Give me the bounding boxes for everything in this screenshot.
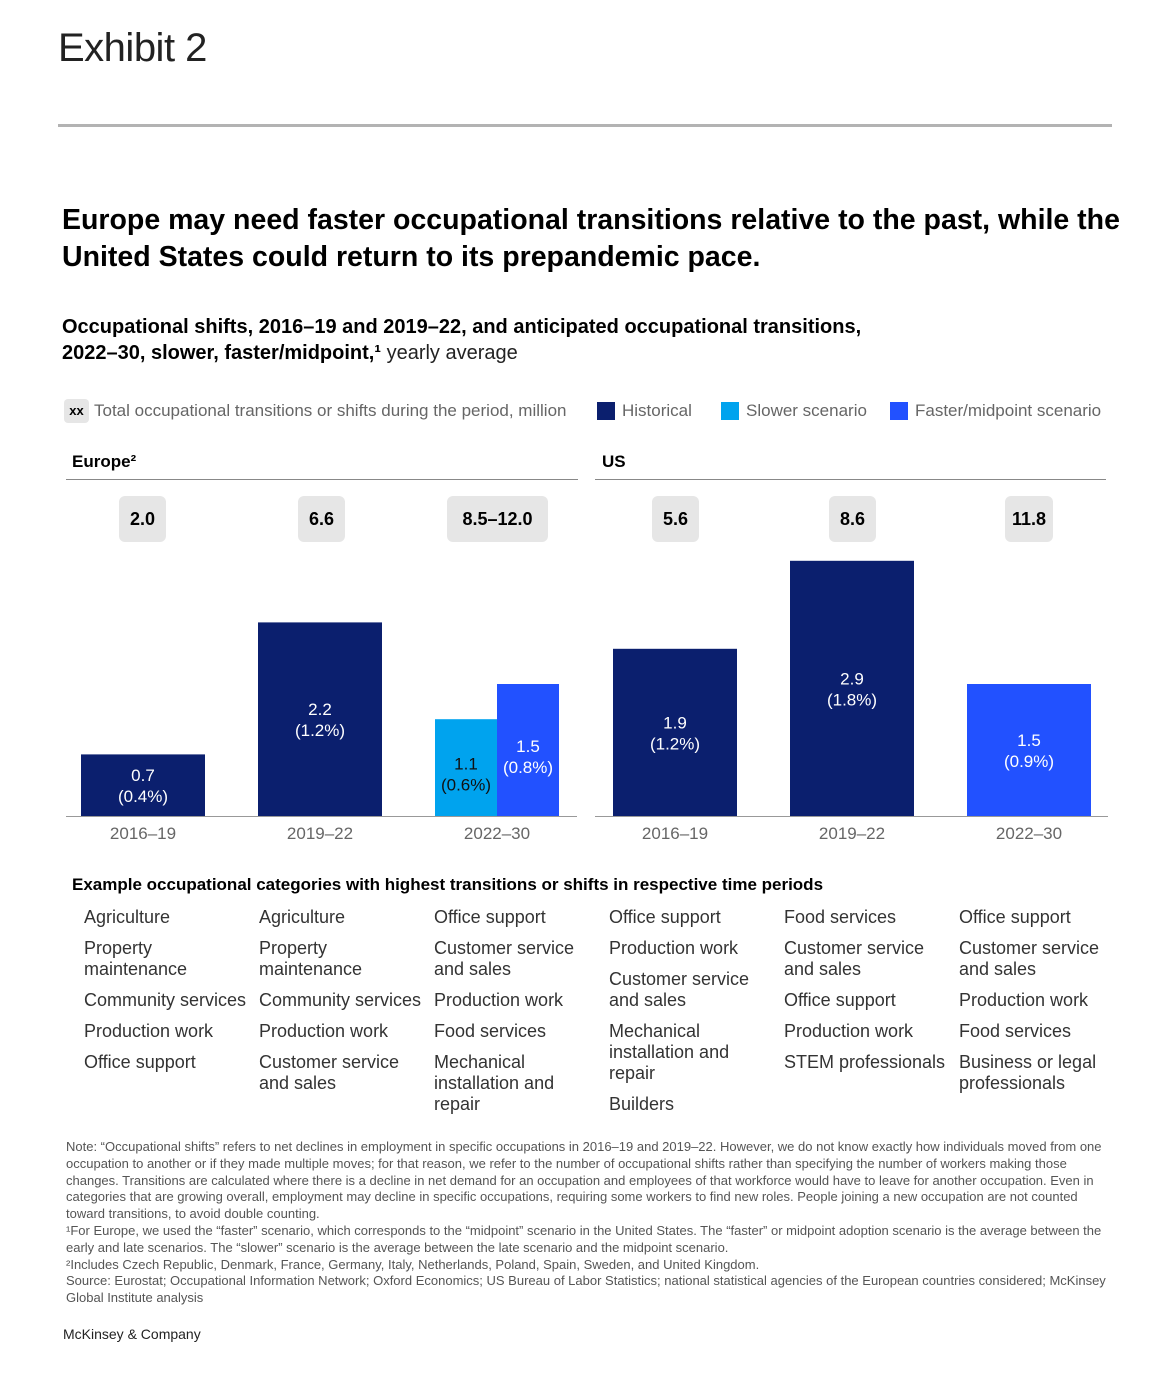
brand-name: McKinsey & Company — [63, 1326, 201, 1342]
category-item: Office support — [84, 1052, 196, 1072]
category-column-3: Office support Customer service and sales… — [434, 907, 604, 1125]
category-item: Property maintenance — [259, 938, 363, 979]
category-item: Production work — [959, 990, 1089, 1010]
category-item: Office support — [959, 907, 1071, 927]
category-item: Customer service and sales — [434, 938, 575, 979]
note-footnote-1: ¹For Europe, we used the “faster” scenar… — [66, 1222, 1102, 1255]
legend-faster-label: Faster/midpoint scenario — [915, 401, 1102, 420]
chart-subtitle: Occupational shifts, 2016–19 and 2019–22… — [62, 314, 862, 366]
category-item: Food services — [959, 1021, 1072, 1041]
headline: Europe may need faster occupational tran… — [62, 204, 1120, 273]
category-item: Production work — [609, 938, 739, 958]
legend-historical-label: Historical — [622, 401, 692, 420]
category-item: Business or legal professionals — [959, 1052, 1097, 1093]
category-column-4: Office support Production work Customer se… — [609, 907, 779, 1125]
note-footnote-2: ²Includes Czech Republic, Denmark, Franc… — [66, 1256, 760, 1272]
category-item: Customer service and sales — [959, 938, 1100, 979]
category-item: Mechanical installation and repair — [434, 1052, 555, 1114]
total-badge-europe-2022-30: 8.5–12.0 — [447, 496, 548, 542]
bar-share-us-2: (0.9%) — [1004, 752, 1054, 771]
legend-historical-swatch — [597, 402, 615, 420]
category-item: Mechanical installation and repair — [609, 1021, 730, 1083]
category-item: Agriculture — [259, 907, 346, 927]
category-item: Customer service and sales — [609, 969, 750, 1010]
legend-total-label: Total occupational transitions or shifts… — [94, 401, 567, 420]
footnotes: Note: “Occupational shifts” refers to ne… — [66, 1139, 1106, 1307]
subtitle-bold: Occupational shifts, 2016–19 and 2019–22… — [62, 316, 862, 364]
bar-share-us-1: (1.8%) — [827, 690, 877, 709]
exhibit-label: Exhibit 2 — [58, 26, 207, 70]
note-main: Note: “Occupational shifts” refers to ne… — [66, 1139, 1102, 1222]
categories-heading: Example occupational categories with hig… — [72, 875, 824, 894]
category-item: Food services — [434, 1021, 547, 1041]
legend-total-box: xx — [64, 399, 89, 423]
bar-share-europe-3: (0.8%) — [503, 758, 553, 777]
bar-value-europe-2: 1.1 — [454, 755, 478, 774]
legend-faster: Faster/midpoint scenario — [890, 399, 1101, 423]
category-column-6: Office support Customer service and sales… — [959, 907, 1129, 1104]
category-item: Customer service and sales — [259, 1052, 400, 1093]
bar-share-europe-0: (0.4%) — [118, 787, 168, 806]
tick-label-us-0: 2016–19 — [642, 824, 708, 843]
category-item: STEM professionals — [784, 1052, 946, 1072]
tick-label-europe-2: 2022–30 — [464, 824, 530, 843]
tick-label-europe-1: 2019–22 — [287, 824, 353, 843]
subtitle-light: yearly average — [381, 342, 518, 364]
legend-total: xx Total occupational transitions or shi… — [64, 399, 566, 423]
category-column-2: Agriculture Property maintenance Community… — [259, 907, 429, 1104]
category-item: Agriculture — [84, 907, 171, 927]
category-item: Property maintenance — [84, 938, 188, 979]
total-badge-us-2016-19: 5.6 — [652, 496, 699, 542]
category-item: Office support — [434, 907, 546, 927]
bar-value-europe-3: 1.5 — [516, 737, 540, 756]
bar-share-europe-2: (0.6%) — [441, 776, 491, 795]
bar-value-europe-1: 2.2 — [308, 700, 332, 719]
category-item: Production work — [434, 990, 564, 1010]
bar-us-2 — [967, 684, 1091, 816]
category-item: Community services — [259, 990, 422, 1010]
bar-value-us-1: 2.9 — [840, 669, 864, 688]
panel-title-us: US — [602, 452, 626, 471]
bar-europe-0 — [81, 754, 205, 816]
panel-rule-us — [595, 479, 1106, 480]
legend-slower-label: Slower scenario — [746, 401, 867, 420]
bar-share-us-0: (1.2%) — [650, 734, 700, 753]
category-item: Builders — [609, 1094, 675, 1114]
category-item: Office support — [784, 990, 896, 1010]
bar-europe-2-0 — [435, 719, 497, 816]
tick-label-europe-0: 2016–19 — [110, 824, 176, 843]
category-item: Production work — [784, 1021, 914, 1041]
legend-historical: Historical — [597, 399, 692, 423]
legend-slower: Slower scenario — [721, 399, 867, 423]
tick-label-us-2: 2022–30 — [996, 824, 1062, 843]
category-item: Community services — [84, 990, 247, 1010]
category-item: Office support — [609, 907, 721, 927]
bar-europe-2-1 — [497, 684, 559, 816]
panel-rule-europe — [66, 479, 578, 480]
tick-label-us-1: 2019–22 — [819, 824, 885, 843]
bar-chart: 2016–19 2019–22 2022–30 0.7 (0.4%) 2.2 (1.2%) 1… — [66, 560, 1108, 843]
top-divider — [58, 124, 1112, 127]
bar-value-us-0: 1.9 — [663, 713, 687, 732]
bar-us-0 — [613, 648, 737, 816]
category-item: Production work — [259, 1021, 389, 1041]
panel-title-europe: Europe² — [72, 452, 137, 471]
bar-europe-1 — [258, 622, 382, 816]
category-column-1: Agriculture Property maintenance Community… — [84, 907, 254, 1083]
category-column-5: Food services Customer service and sales O… — [784, 907, 954, 1083]
bar-value-europe-0: 0.7 — [131, 766, 155, 785]
legend-slower-swatch — [721, 402, 739, 420]
total-badge-us-2019-22: 8.6 — [829, 496, 876, 542]
category-item: Customer service and sales — [784, 938, 925, 979]
total-badge-europe-2016-19: 2.0 — [119, 496, 166, 542]
bar-us-1 — [790, 560, 914, 816]
bar-value-us-2: 1.5 — [1017, 731, 1041, 750]
category-item: Production work — [84, 1021, 214, 1041]
category-item: Food services — [784, 907, 897, 927]
note-source: Source: Eurostat; Occupational Informati… — [66, 1273, 1106, 1306]
total-badge-europe-2019-22: 6.6 — [298, 496, 345, 542]
bar-share-europe-1: (1.2%) — [295, 721, 345, 740]
total-badge-us-2022-30: 11.8 — [1005, 496, 1053, 542]
legend-faster-swatch — [890, 402, 908, 420]
